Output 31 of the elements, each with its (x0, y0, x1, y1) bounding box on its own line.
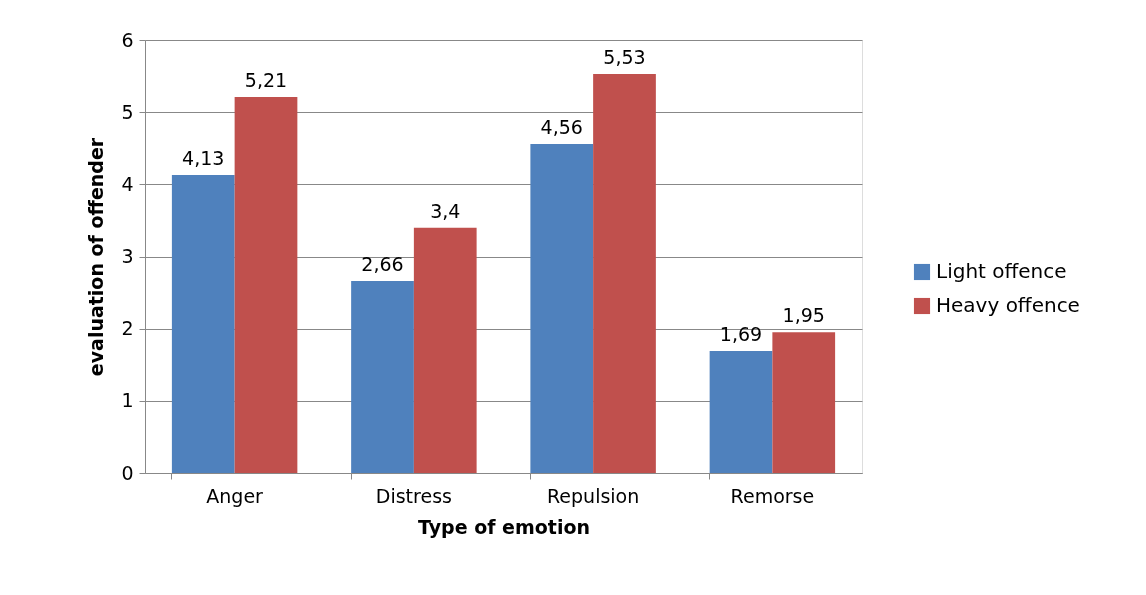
bar (772, 332, 836, 473)
x-tick-label: Distress (375, 484, 452, 507)
data-label: 5,53 (603, 45, 646, 68)
y-axis-title: evaluation of offender (85, 137, 108, 377)
y-tick-label: 1 (121, 389, 134, 412)
y-tick-label: 6 (121, 28, 134, 51)
bar (413, 227, 477, 473)
bar (593, 73, 656, 473)
bar (171, 174, 235, 473)
data-label: 5,21 (244, 69, 288, 92)
bar (709, 351, 773, 473)
legend-label: Heavy offence (936, 293, 1080, 317)
x-tick-label: Remorse (730, 484, 815, 507)
bar (351, 281, 414, 473)
bar (234, 97, 298, 473)
data-label: 2,66 (361, 253, 404, 276)
data-label: 4,56 (540, 115, 583, 138)
legend-label: Light offence (936, 259, 1067, 283)
x-axis-title: Type of emotion (417, 515, 591, 538)
x-tick-label: Anger (206, 484, 264, 507)
y-tick-label: 2 (121, 317, 134, 340)
y-tick-label: 0 (121, 461, 134, 484)
y-tick-label: 3 (121, 245, 134, 267)
data-label: 1,69 (719, 323, 763, 346)
data-label: 1,95 (782, 304, 825, 327)
data-label: 4,13 (182, 146, 225, 169)
x-tick-label: Repulsion (546, 484, 640, 507)
y-tick-label: 5 (121, 100, 134, 123)
y-tick-label: 4 (121, 172, 134, 195)
data-label: 3,4 (430, 199, 461, 222)
bar (530, 143, 594, 473)
